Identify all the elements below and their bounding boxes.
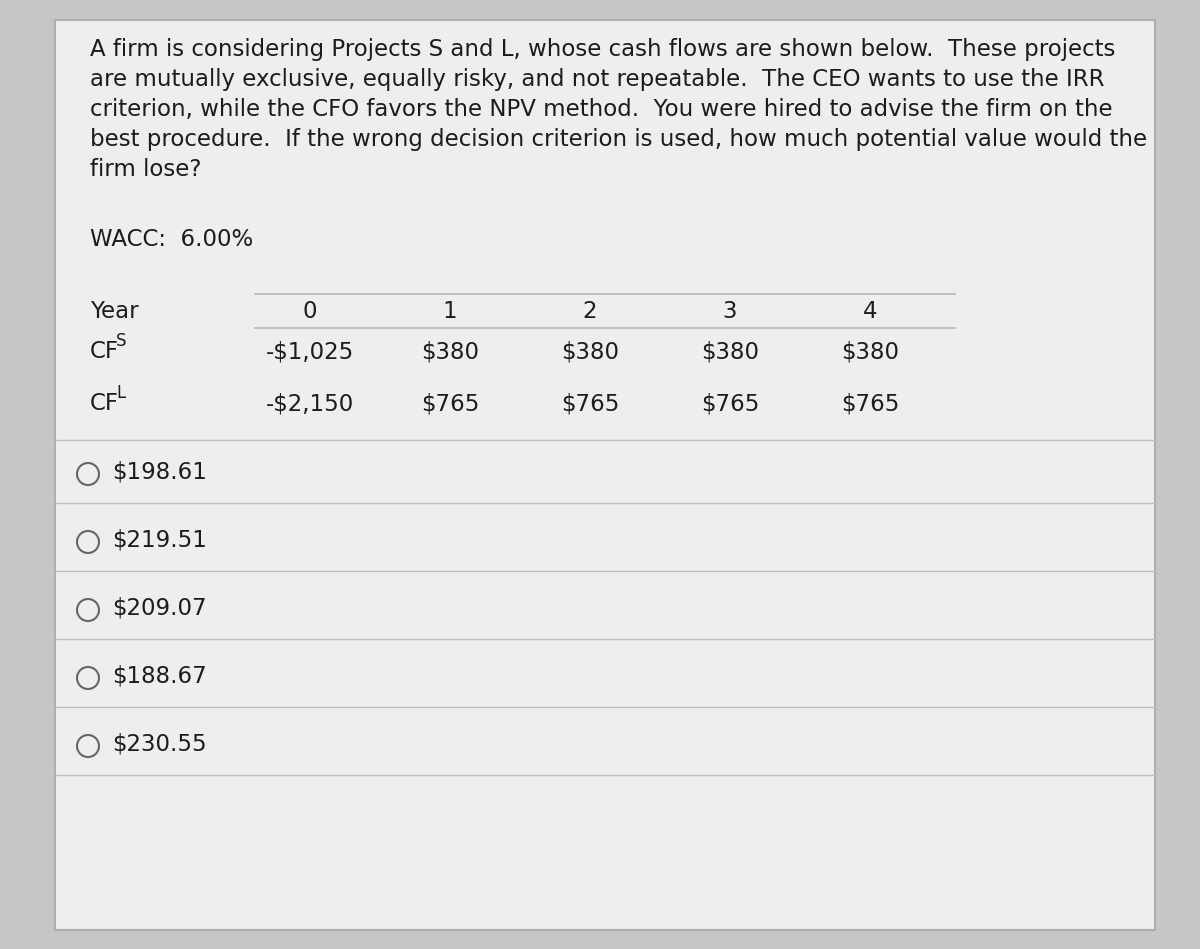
Text: 3: 3 bbox=[722, 300, 737, 323]
Text: best procedure.  If the wrong decision criterion is used, how much potential val: best procedure. If the wrong decision cr… bbox=[90, 128, 1147, 151]
Text: $188.67: $188.67 bbox=[112, 664, 206, 687]
Text: are mutually exclusive, equally risky, and not repeatable.  The CEO wants to use: are mutually exclusive, equally risky, a… bbox=[90, 68, 1104, 91]
Text: 0: 0 bbox=[302, 300, 317, 323]
Text: $230.55: $230.55 bbox=[112, 733, 206, 755]
Text: $765: $765 bbox=[560, 392, 619, 415]
Text: firm lose?: firm lose? bbox=[90, 158, 202, 181]
Text: $380: $380 bbox=[701, 340, 760, 363]
Text: $380: $380 bbox=[841, 340, 899, 363]
Text: $765: $765 bbox=[841, 392, 899, 415]
Text: 2: 2 bbox=[583, 300, 598, 323]
Text: $219.51: $219.51 bbox=[112, 529, 206, 551]
FancyBboxPatch shape bbox=[55, 20, 1154, 930]
Text: $198.61: $198.61 bbox=[112, 460, 206, 483]
Text: A firm is considering Projects S and L, whose cash flows are shown below.  These: A firm is considering Projects S and L, … bbox=[90, 38, 1115, 61]
Text: L: L bbox=[116, 384, 125, 402]
Text: 1: 1 bbox=[443, 300, 457, 323]
Text: -$2,150: -$2,150 bbox=[266, 392, 354, 415]
Text: 4: 4 bbox=[863, 300, 877, 323]
Text: Year: Year bbox=[90, 300, 139, 323]
Text: S: S bbox=[116, 332, 126, 350]
Text: CF: CF bbox=[90, 392, 119, 415]
Text: criterion, while the CFO favors the NPV method.  You were hired to advise the fi: criterion, while the CFO favors the NPV … bbox=[90, 98, 1112, 121]
Text: $765: $765 bbox=[421, 392, 479, 415]
Text: WACC:  6.00%: WACC: 6.00% bbox=[90, 228, 253, 251]
Text: CF: CF bbox=[90, 340, 119, 363]
Text: $380: $380 bbox=[562, 340, 619, 363]
Text: -$1,025: -$1,025 bbox=[266, 340, 354, 363]
Text: $765: $765 bbox=[701, 392, 760, 415]
Text: $380: $380 bbox=[421, 340, 479, 363]
Text: $209.07: $209.07 bbox=[112, 597, 206, 620]
